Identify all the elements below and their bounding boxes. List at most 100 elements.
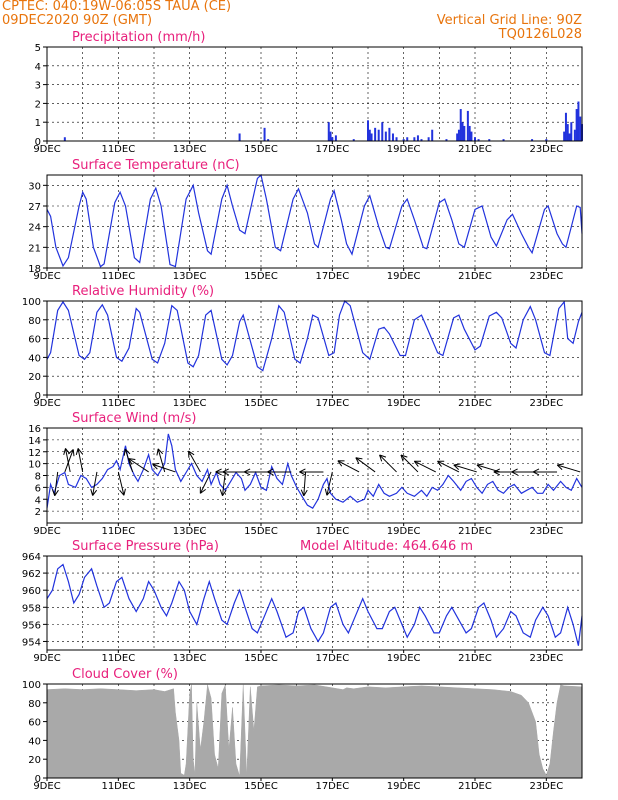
precip-bar xyxy=(531,139,534,141)
y-tick-label: 6 xyxy=(35,483,41,494)
panel-temp xyxy=(43,173,583,271)
wind-arrow xyxy=(52,471,59,497)
x-tick-label: 17DEC xyxy=(315,526,349,537)
y-tick-label: 958 xyxy=(22,603,41,614)
x-tick-label: 9DEC xyxy=(33,526,60,537)
precip-bar xyxy=(413,137,416,141)
wind-arrow xyxy=(243,468,269,476)
precip-bar xyxy=(463,125,466,141)
precip-bar xyxy=(563,131,566,141)
wind-arrow xyxy=(123,448,134,473)
y-tick-label: 4 xyxy=(35,495,41,506)
y-tick-label: 12 xyxy=(28,448,41,459)
x-tick-label: 17DEC xyxy=(315,781,349,792)
wind-arrow xyxy=(117,471,126,496)
x-tick-label: 19DEC xyxy=(387,144,421,155)
panel-title: Surface Wind (m/s) xyxy=(72,411,196,426)
x-tick-label: 15DEC xyxy=(244,526,278,537)
header-grid-note: Vertical Grid Line: 90Z xyxy=(436,13,582,28)
precip-bar xyxy=(445,139,448,141)
x-tick-label: 9DEC xyxy=(33,781,60,792)
precip-bar xyxy=(568,133,571,141)
wind-arrow xyxy=(453,463,477,473)
y-tick-label: 0 xyxy=(35,137,41,148)
y-tick-label: 100 xyxy=(22,680,41,691)
wind-arrow xyxy=(437,460,460,473)
precip-bar xyxy=(431,129,434,141)
precip-bar xyxy=(331,137,334,141)
header-date: 09DEC2020 90Z (GMT) xyxy=(2,13,153,28)
x-tick-label: 21DEC xyxy=(458,271,492,282)
x-tick-label: 17DEC xyxy=(315,271,349,282)
y-tick-label: 960 xyxy=(22,586,41,597)
precip-bar xyxy=(352,139,355,141)
x-tick-label: 19DEC xyxy=(387,526,421,537)
x-tick-label: 19DEC xyxy=(387,398,421,409)
cloud-area xyxy=(46,684,583,779)
precip-bar xyxy=(466,110,469,141)
plot-frame xyxy=(46,555,583,651)
x-tick-label: 21DEC xyxy=(458,398,492,409)
y-tick-label: 18 xyxy=(28,264,41,275)
panel-rh xyxy=(43,299,583,398)
precip-bar xyxy=(564,112,567,141)
x-tick-label: 11DEC xyxy=(101,526,135,537)
y-tick-label: 40 xyxy=(28,736,41,747)
x-tick-label: 23DEC xyxy=(529,526,563,537)
x-tick-label: 13DEC xyxy=(173,526,207,537)
wind-arrow xyxy=(90,471,98,496)
y-tick-label: 14 xyxy=(28,436,41,447)
precip-bar xyxy=(374,127,377,141)
panel-precip xyxy=(43,46,583,144)
x-tick-label: 21DEC xyxy=(458,653,492,664)
wind-arrow xyxy=(355,457,376,473)
x-tick-label: 23DEC xyxy=(529,144,563,155)
plot-frame xyxy=(46,300,583,396)
x-tick-label: 15DEC xyxy=(244,398,278,409)
y-tick-label: 964 xyxy=(22,552,41,563)
y-tick-label: 20 xyxy=(28,372,41,383)
rh-line xyxy=(46,299,583,372)
wind-arrow xyxy=(63,448,71,473)
x-tick-label: 13DEC xyxy=(173,653,207,664)
y-tick-label: 20 xyxy=(28,755,41,766)
x-tick-label: 19DEC xyxy=(387,271,421,282)
precip-bar xyxy=(577,101,580,141)
y-tick-label: 1 xyxy=(35,118,41,129)
temp-line xyxy=(46,173,583,268)
y-tick-label: 10 xyxy=(28,460,41,471)
y-tick-label: 954 xyxy=(22,637,41,648)
wind-arrow xyxy=(219,471,227,497)
y-tick-label: 21 xyxy=(28,243,41,254)
precip-bar xyxy=(384,131,387,141)
wind-arrow xyxy=(152,462,176,473)
precip-bar xyxy=(459,109,462,141)
precip-bar xyxy=(477,139,480,141)
x-tick-label: 11DEC xyxy=(101,398,135,409)
y-tick-label: 80 xyxy=(28,699,41,710)
x-tick-label: 23DEC xyxy=(529,398,563,409)
x-tick-label: 23DEC xyxy=(529,781,563,792)
y-tick-label: 2 xyxy=(35,99,41,110)
panel-wind xyxy=(43,427,583,526)
y-tick-label: 5 xyxy=(35,43,41,54)
y-tick-label: 27 xyxy=(28,202,41,213)
wind-arrow xyxy=(324,471,333,496)
y-tick-label: 4 xyxy=(35,62,41,73)
precip-bar xyxy=(388,127,391,141)
wind-arrow xyxy=(299,468,324,476)
x-tick-label: 23DEC xyxy=(529,653,563,664)
panel-title: Precipitation (mm/h) xyxy=(72,30,205,45)
y-tick-label: 60 xyxy=(28,335,41,346)
y-tick-label: 80 xyxy=(28,316,41,327)
wind-arrow xyxy=(379,454,397,473)
y-tick-label: 30 xyxy=(28,181,41,192)
y-tick-label: 60 xyxy=(28,718,41,729)
x-tick-label: 9DEC xyxy=(33,144,60,155)
wind-arrow xyxy=(199,471,212,494)
precip-bar xyxy=(416,135,419,141)
y-tick-label: 16 xyxy=(28,424,41,435)
wind-arrow xyxy=(267,468,292,476)
panel-pressure xyxy=(43,555,583,653)
precip-bar xyxy=(381,122,384,141)
